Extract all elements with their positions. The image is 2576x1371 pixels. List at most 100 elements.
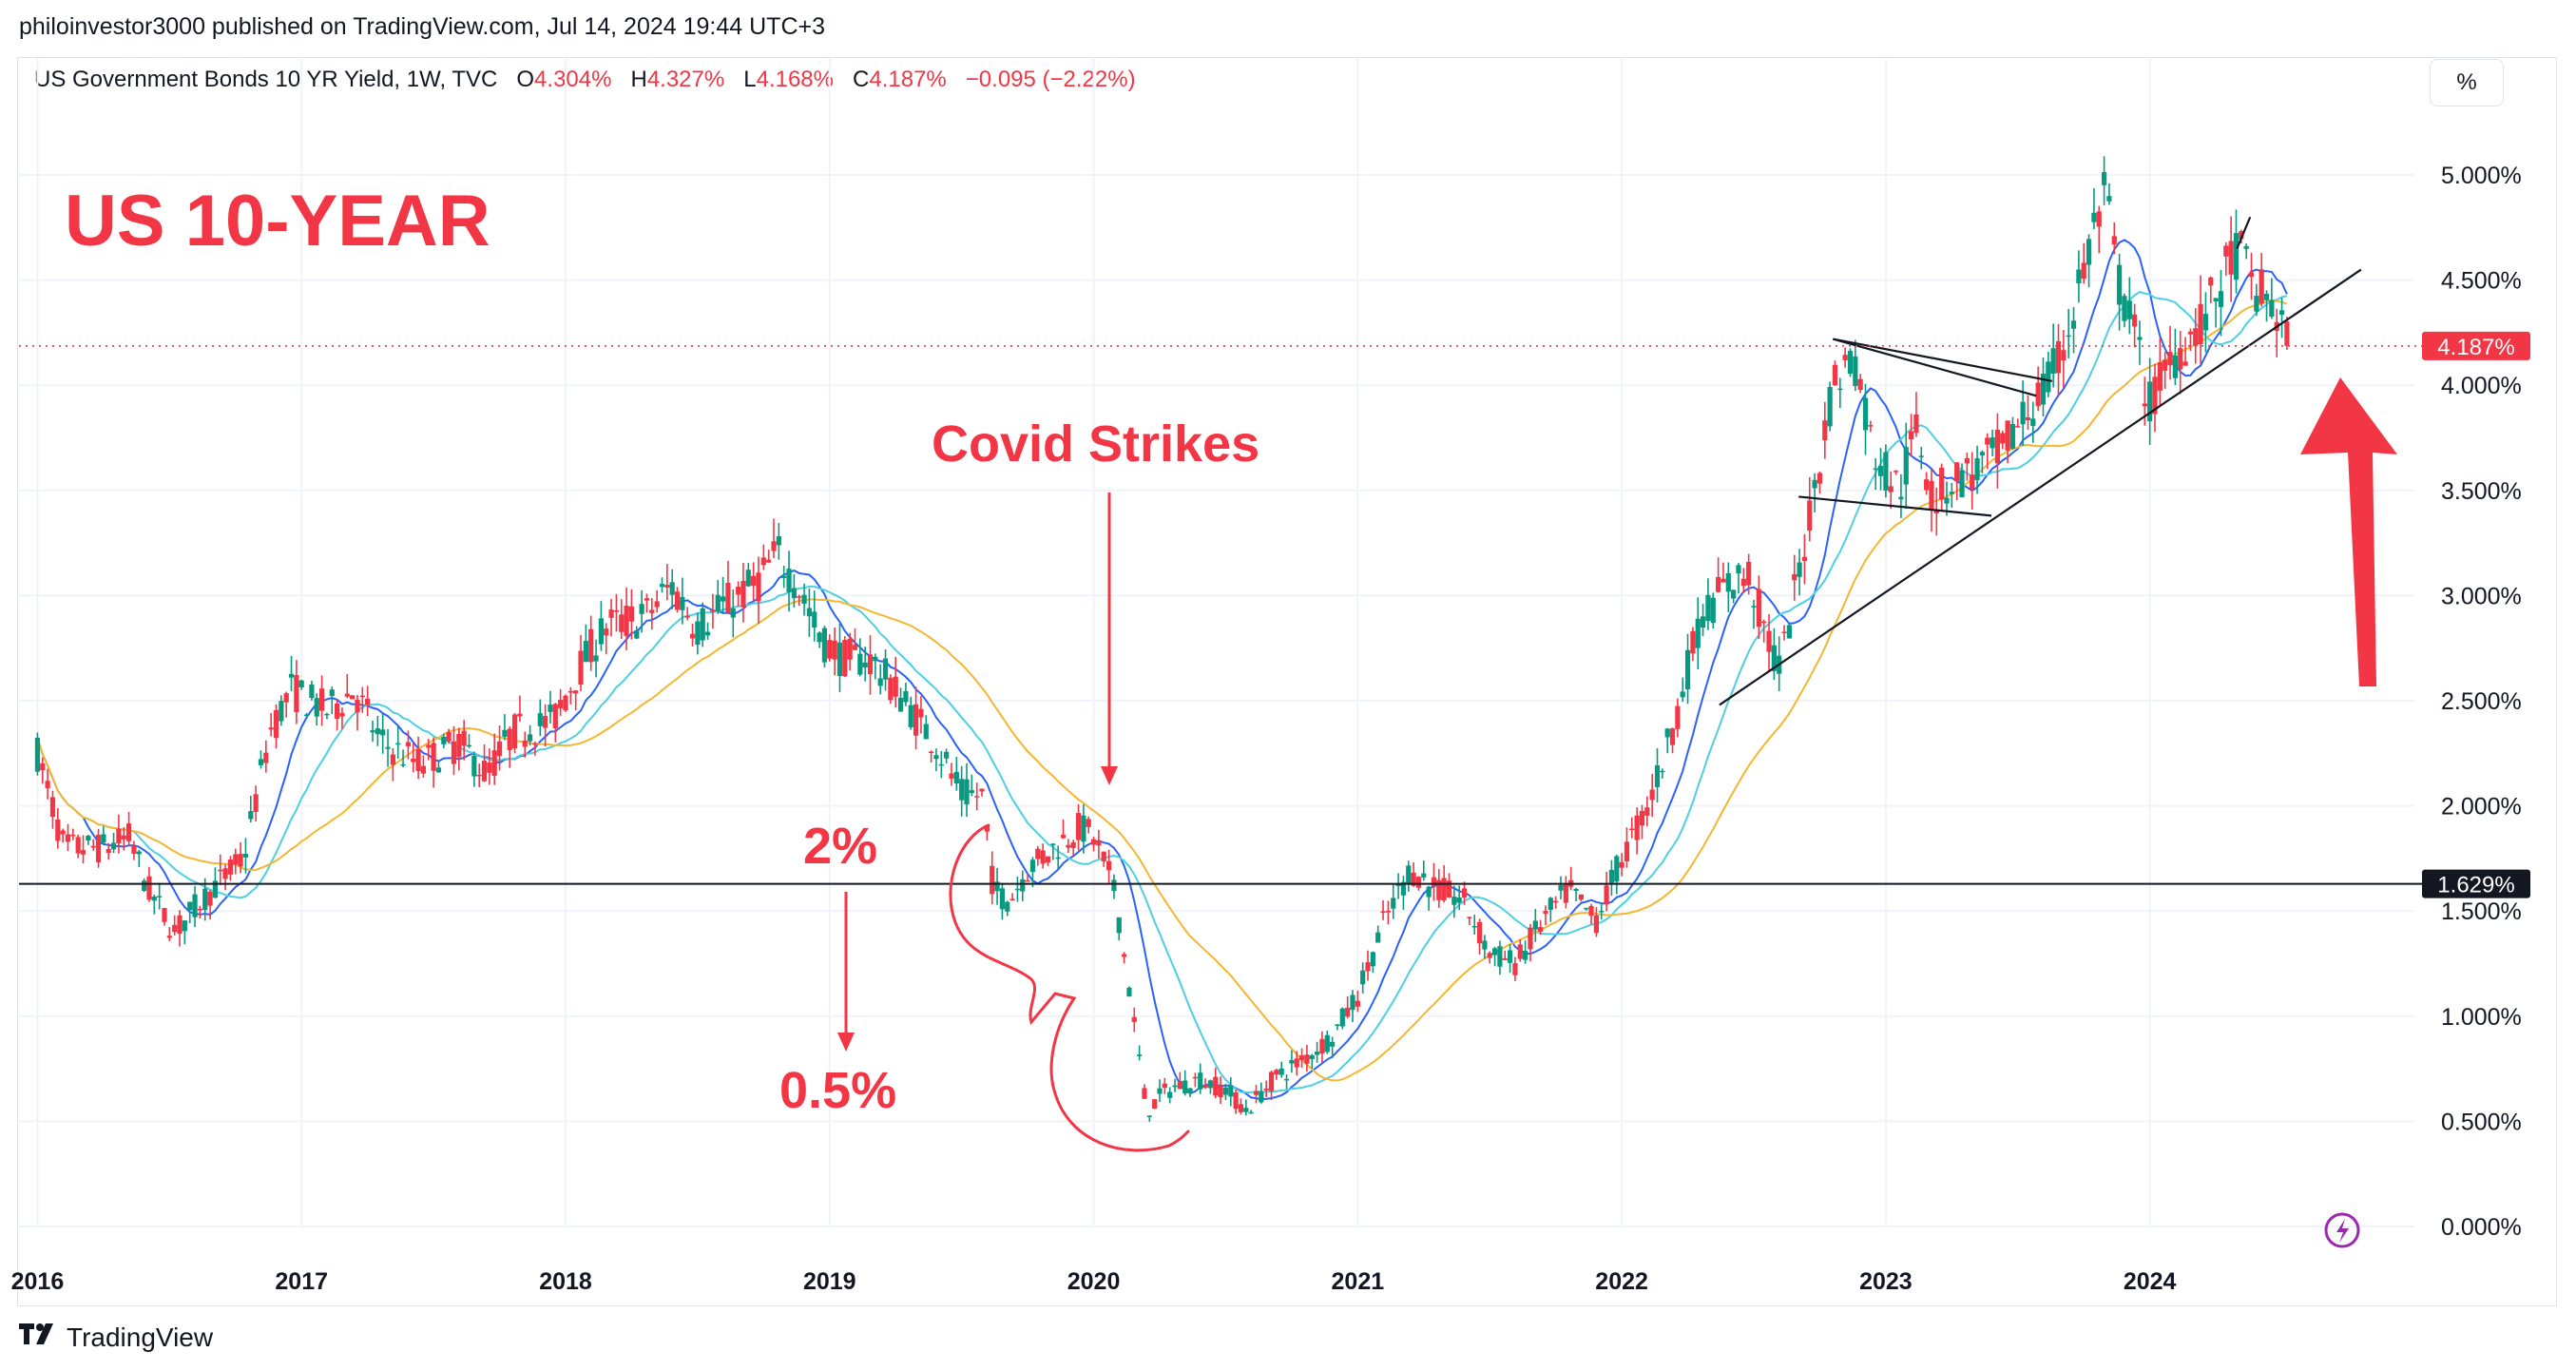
candle-body [162,908,167,922]
candle-body [1538,927,1544,933]
candle-body [543,716,548,728]
candle-body [1162,1083,1167,1089]
candle-body [2147,381,2153,422]
candle-body [466,744,472,747]
candle [1979,450,1985,473]
candle-body [897,697,904,712]
candle-body [1324,1034,1330,1052]
candle-body [2259,269,2264,304]
candle-body [1278,1068,1284,1075]
candle [1446,873,1452,898]
candle [182,920,187,945]
candle-body [1096,840,1102,846]
candle-body [593,655,599,662]
candle-body [913,704,919,736]
candle-body [1822,420,1828,441]
candle-body [2163,359,2168,371]
candle-body [365,698,371,705]
candle-body [60,830,66,835]
candle-body [999,888,1006,910]
candle-body [1259,1091,1264,1103]
candle [1644,796,1650,827]
candle [405,730,412,760]
candle [80,835,87,864]
candle [1756,575,1761,640]
candle [1538,919,1544,936]
candle [669,569,675,609]
candle-body [1584,907,1589,910]
candle [644,593,650,613]
candle-body [604,628,609,636]
candle [1122,952,1127,964]
candle [303,712,310,717]
candle [1629,817,1635,839]
candle [466,734,472,748]
candle-body [1111,879,1117,892]
candle-body [812,611,817,628]
candle-body [2254,296,2259,312]
candle [1330,1036,1336,1058]
candle-body [537,713,543,726]
candle [1588,903,1594,925]
candle [929,750,934,763]
candle-body [1029,859,1036,873]
candle-body [502,729,508,737]
candle-body [2000,433,2006,444]
candle-body [248,811,254,820]
candle [1624,827,1630,868]
candle [639,589,644,633]
candle [979,788,985,797]
candle [2193,308,2199,364]
candle-body [1933,511,1939,513]
candle [2081,242,2086,284]
lightning-bolt-icon [2336,1219,2349,1243]
candle-body [202,888,208,911]
candle-body [817,632,822,643]
candle-body [2187,331,2194,335]
candle [1482,935,1488,959]
candle [415,736,421,780]
candle [1497,940,1503,975]
candle-body [760,557,766,566]
candle [1553,896,1559,909]
candle-body [832,640,837,660]
candle-body [40,763,46,771]
candle-body [836,642,843,677]
candle-body [1883,452,1889,491]
candle [1350,990,1355,1022]
candle-body [1994,429,2001,464]
symbol-name[interactable]: US Government Bonds 10 YR Yield, 1W, TVC [34,67,498,92]
candle-body [268,727,274,730]
candle [2030,401,2036,443]
candle-body [953,771,959,784]
candle-body [567,690,573,693]
candle [335,699,340,731]
candle [1005,900,1010,917]
candle [2035,366,2041,412]
candle-body [101,834,106,843]
percent-scale-button[interactable]: % [2430,59,2504,106]
candle [1298,1048,1305,1069]
footer-brand[interactable]: TradingView [19,1322,213,1354]
footer-brand-text: TradingView [67,1323,214,1352]
candle-body [2178,348,2183,370]
candle-body [532,743,538,745]
y-axis: 5.000% 4.500% 4.000% 3.500% 3.000% 2.500% 2.00… [2441,163,2522,1241]
candle-body [227,859,234,875]
candle [339,707,345,730]
candle-body [380,729,386,736]
candle-body [238,854,243,867]
candle-body [1593,915,1600,934]
candle [151,894,157,915]
candle [172,915,178,936]
candle-body [1005,901,1010,912]
candle [1182,1070,1188,1096]
low-label: L [743,67,757,92]
candle-body [90,845,96,848]
candle [2020,380,2026,446]
candle [543,704,548,747]
candle [1634,807,1640,855]
candle-body [2202,314,2209,331]
candle-body [431,743,436,771]
